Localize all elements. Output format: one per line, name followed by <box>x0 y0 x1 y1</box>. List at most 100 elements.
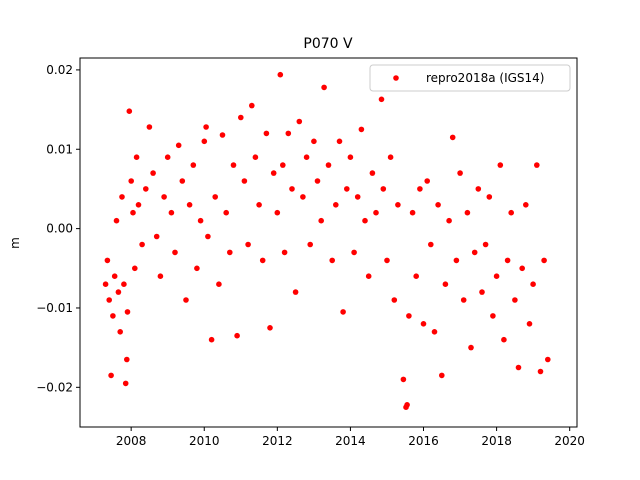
data-point <box>424 178 431 184</box>
data-point <box>453 257 460 264</box>
data-point <box>168 209 175 216</box>
data-point <box>139 241 145 248</box>
data-point <box>400 376 407 383</box>
data-point <box>126 108 133 114</box>
data-point <box>369 170 376 176</box>
data-point <box>122 380 129 387</box>
x-tick-label: 2012 <box>262 434 293 448</box>
data-point <box>133 154 140 160</box>
data-point <box>373 209 379 216</box>
data-point <box>259 257 266 264</box>
data-point <box>267 325 273 331</box>
data-point <box>115 289 122 295</box>
data-point <box>175 142 182 149</box>
data-point <box>307 241 314 248</box>
data-point <box>541 257 547 264</box>
data-point <box>413 273 420 280</box>
data-point <box>486 194 493 200</box>
data-point <box>219 132 226 138</box>
data-point <box>230 162 237 168</box>
data-point <box>431 329 438 335</box>
data-point <box>128 178 134 184</box>
data-point <box>526 321 533 327</box>
legend-label: repro2018a (IGS14) <box>426 71 544 85</box>
data-point <box>197 217 204 224</box>
data-point <box>135 202 142 208</box>
data-point <box>194 265 200 272</box>
data-point <box>325 162 332 168</box>
data-point <box>523 202 529 208</box>
data-point <box>336 138 343 145</box>
data-point <box>106 297 112 303</box>
data-point <box>497 162 504 168</box>
data-point <box>108 372 114 379</box>
legend-box <box>369 64 571 92</box>
data-point <box>102 281 109 288</box>
data-point <box>534 162 540 168</box>
data-point <box>420 321 427 327</box>
data-point <box>519 265 525 272</box>
data-point <box>362 217 368 224</box>
data-point <box>504 257 511 264</box>
data-point <box>249 102 255 109</box>
data-point <box>479 289 485 295</box>
data-point <box>117 329 123 335</box>
data-point <box>464 209 471 216</box>
data-point <box>130 209 136 216</box>
data-point <box>311 138 317 145</box>
axis-ticks: 2008 2010 2012 2014 2016 2018 2020 −0.02 −0.01 0.… <box>36 63 585 448</box>
data-point <box>132 265 138 272</box>
data-point <box>530 281 536 288</box>
data-point <box>256 202 262 208</box>
data-point <box>296 118 303 125</box>
chart-title: P070 V <box>303 36 353 52</box>
data-point <box>179 178 186 184</box>
data-point <box>501 336 507 343</box>
data-point <box>164 154 171 160</box>
x-tick-label: 2016 <box>408 434 439 448</box>
data-point <box>146 124 153 130</box>
data-point <box>333 202 339 208</box>
data-point <box>490 313 496 319</box>
data-point <box>439 372 445 379</box>
data-point <box>216 281 222 288</box>
data-point <box>329 257 336 264</box>
data-point <box>380 186 387 192</box>
data-point <box>172 249 178 256</box>
data-point <box>417 186 423 192</box>
data-point <box>186 202 193 208</box>
data-point <box>537 368 544 375</box>
data-point <box>384 257 390 264</box>
data-point <box>515 364 522 371</box>
data-point <box>468 344 474 351</box>
data-point <box>245 241 251 248</box>
data-point <box>281 249 288 256</box>
data-point <box>354 194 361 200</box>
data-points <box>102 71 551 411</box>
data-point <box>321 84 327 91</box>
x-tick-label: 2008 <box>116 434 147 448</box>
plot-frame <box>79 57 578 428</box>
data-point <box>270 170 277 176</box>
data-point <box>300 194 306 200</box>
data-point <box>110 313 116 319</box>
data-point <box>203 124 209 130</box>
data-point <box>493 273 500 280</box>
y-tick-label: −0.01 <box>36 301 73 315</box>
data-point <box>365 273 372 280</box>
data-point <box>351 249 357 256</box>
data-point <box>303 154 310 160</box>
data-point <box>201 138 208 145</box>
data-point <box>234 332 240 339</box>
data-point <box>119 194 125 200</box>
data-point <box>223 209 229 216</box>
data-point <box>387 154 394 160</box>
data-point <box>289 186 295 192</box>
data-point <box>113 217 120 224</box>
data-point <box>104 257 111 264</box>
data-point <box>435 202 441 208</box>
data-point <box>274 209 281 216</box>
data-point <box>124 356 130 363</box>
data-point <box>263 130 270 137</box>
